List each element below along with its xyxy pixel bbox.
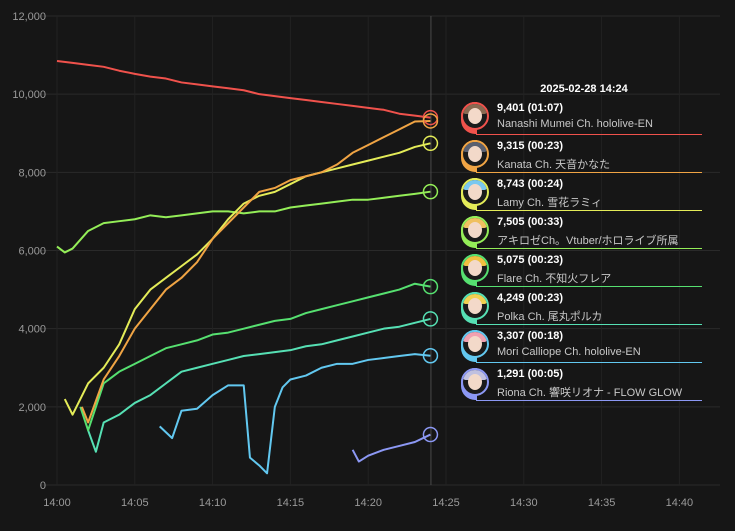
tooltip: 2025-02-28 14:24 9,401 (01:07) Nanashi M…: [458, 80, 702, 402]
viewer-count: 4,249 (00:23): [497, 292, 564, 304]
viewer-count: 3,307 (00:18): [497, 330, 564, 342]
y-tick-label: 2,000: [18, 402, 46, 414]
viewer-count: 9,401 (01:07): [497, 102, 564, 114]
tooltip-row: 1,291 (00:05) Riona Ch. 響咲リオナ - FLOW GLO…: [458, 364, 702, 402]
tooltip-row: 5,075 (00:23) Flare Ch. 不知火フレア: [458, 250, 702, 288]
channel-name: Flare Ch. 不知火フレア: [497, 273, 612, 285]
tooltip-row: 9,315 (00:23) Kanata Ch. 天音かなた: [458, 136, 702, 174]
series-underline: [476, 400, 702, 401]
channel-name: Polka Ch. 尾丸ポルカ: [497, 311, 603, 323]
tooltip-row: 4,249 (00:23) Polka Ch. 尾丸ポルカ: [458, 288, 702, 326]
hover-point-marker: [422, 311, 439, 327]
channel-name: Mori Calliope Ch. hololive-EN: [497, 346, 641, 358]
tooltip-row: 3,307 (00:18) Mori Calliope Ch. hololive…: [458, 326, 702, 364]
series-underline: [476, 362, 702, 363]
hover-point-marker: [422, 183, 439, 200]
x-tick-label: 14:40: [666, 497, 694, 509]
series-underline: [476, 248, 702, 249]
tooltip-row: 9,401 (01:07) Nanashi Mumei Ch. hololive…: [458, 98, 702, 136]
series-line[interactable]: [56, 59, 431, 119]
series-underline: [476, 286, 702, 287]
series-line[interactable]: [80, 119, 431, 424]
x-tick-label: 14:30: [510, 497, 538, 509]
x-tick-label: 14:05: [121, 497, 149, 509]
hover-point-marker: [422, 278, 439, 295]
channel-name: Lamy Ch. 雪花ラミィ: [497, 197, 603, 209]
channel-avatar: [461, 254, 489, 282]
series-underline: [476, 172, 702, 173]
hover-point-marker: [422, 426, 439, 443]
tooltip-row: 7,505 (00:33) アキロゼCh。Vtuber/ホロライブ所属: [458, 212, 702, 250]
x-tick-label: 14:35: [588, 497, 616, 509]
channel-avatar: [461, 216, 489, 244]
channel-avatar: [461, 330, 489, 358]
x-tick-label: 14:10: [199, 497, 227, 509]
hover-point-marker: [422, 348, 439, 364]
x-tick-label: 14:20: [354, 497, 382, 509]
tooltip-row: 8,743 (00:24) Lamy Ch. 雪花ラミィ: [458, 174, 702, 212]
series-line[interactable]: [351, 433, 431, 463]
hover-point-marker: [422, 135, 439, 152]
tooltip-title: 2025-02-28 14:24: [540, 83, 628, 95]
viewer-count: 8,743 (00:24): [497, 178, 564, 190]
hover-point-marker: [422, 109, 439, 126]
series-line[interactable]: [159, 353, 431, 475]
channel-name: アキロゼCh。Vtuber/ホロライブ所属: [497, 235, 679, 247]
y-tick-label: 4,000: [18, 324, 46, 336]
series-line[interactable]: [56, 190, 431, 254]
viewer-count: 1,291 (00:05): [497, 368, 564, 380]
channel-name: Nanashi Mumei Ch. hololive-EN: [497, 118, 653, 130]
series-line[interactable]: [63, 142, 431, 416]
y-tick-label: 10,000: [12, 89, 46, 101]
y-tick-label: 8,000: [18, 167, 46, 179]
y-tick-label: 12,000: [12, 11, 46, 23]
x-tick-label: 14:15: [277, 497, 305, 509]
hover-point-marker: [422, 113, 439, 129]
series-line[interactable]: [87, 317, 431, 453]
viewer-count: 7,505 (00:33): [497, 216, 564, 228]
y-tick-label: 0: [40, 480, 46, 492]
channel-avatar: [461, 140, 489, 168]
channel-avatar: [461, 292, 489, 320]
series-underline: [476, 210, 702, 211]
y-tick-label: 6,000: [18, 246, 46, 258]
channel-avatar: [461, 102, 489, 130]
channel-avatar: [461, 178, 489, 206]
channel-name: Kanata Ch. 天音かなた: [497, 159, 611, 171]
channel-avatar: [461, 368, 489, 396]
channel-name: Riona Ch. 響咲リオナ - FLOW GLOW: [497, 387, 683, 399]
viewer-count: 9,315 (00:23): [497, 140, 564, 152]
series-line[interactable]: [79, 282, 431, 432]
series-underline: [476, 324, 702, 325]
x-tick-label: 14:25: [432, 497, 460, 509]
series-underline: [476, 134, 702, 135]
x-tick-label: 14:00: [43, 497, 71, 509]
viewer-count: 5,075 (00:23): [497, 254, 564, 266]
